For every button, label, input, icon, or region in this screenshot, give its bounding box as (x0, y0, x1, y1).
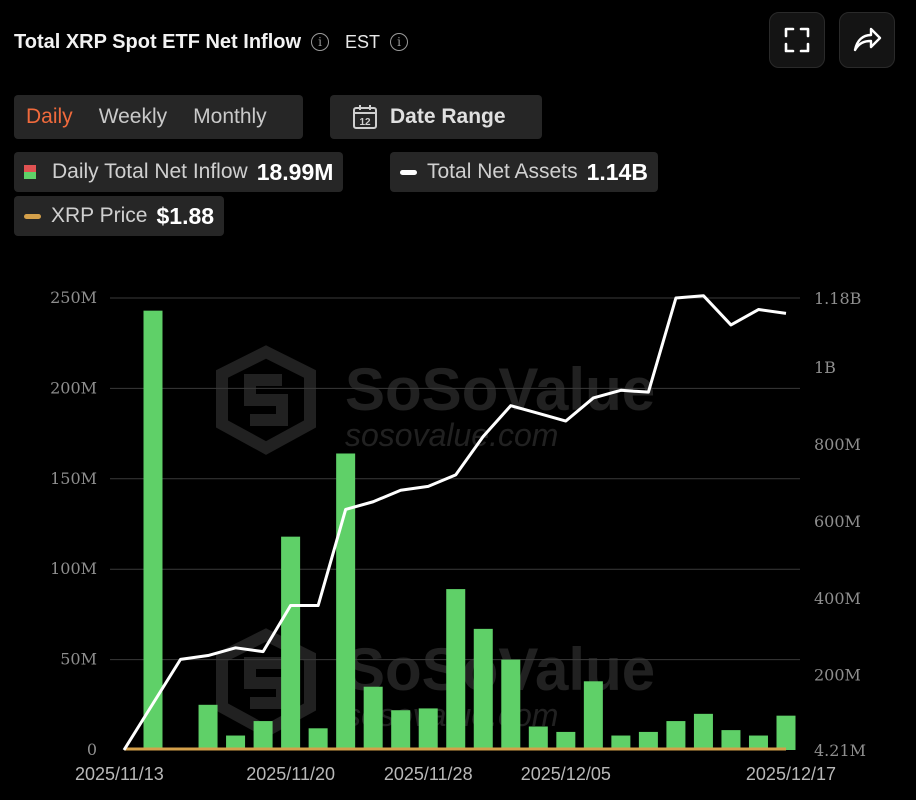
inflow-bar (748, 735, 768, 750)
watermark-top: SoSoValue sosovalue.com (216, 345, 655, 455)
line-swatch-icon (24, 213, 41, 219)
period-tabs: Daily Weekly Monthly (14, 95, 303, 139)
left-tick-label: 200M (50, 378, 97, 397)
left-tick-label: 0 (87, 740, 97, 759)
tab-daily[interactable]: Daily (26, 105, 73, 128)
watermark-site: sosovalue.com (345, 417, 558, 453)
x-tick-label: 2025/12/05 (521, 764, 611, 784)
right-tick-label: 4.21M (814, 741, 866, 760)
inflow-bar (501, 659, 521, 750)
inflow-bar (336, 453, 356, 750)
right-tick-label: 400M (814, 589, 861, 608)
legend-daily-net-inflow[interactable]: Daily Total Net Inflow 18.99M (14, 152, 344, 192)
watermark-logo-icon (216, 345, 316, 455)
date-range-button[interactable]: 12 Date Range (330, 95, 542, 139)
chart-header: Total XRP Spot ETF Net Inflow i EST i (14, 26, 409, 58)
total-net-assets-line (122, 294, 787, 751)
inflow-bar (721, 730, 741, 750)
inflow-bar (583, 681, 603, 750)
inflow-bar (143, 310, 163, 750)
timezone-label: EST (345, 31, 381, 52)
svg-text:12: 12 (359, 117, 371, 128)
share-button[interactable] (839, 12, 895, 68)
x-tick-label: 2025/12/17 (746, 764, 836, 784)
inflow-bar (418, 708, 438, 750)
inflow-bar (198, 704, 218, 750)
legend-name: Total Net Assets (427, 160, 578, 183)
inflow-bar (363, 686, 383, 750)
inflow-bar (528, 726, 548, 750)
left-tick-label: 50M (60, 650, 97, 669)
info-icon[interactable]: i (311, 33, 330, 51)
left-axis: 0 50M 100M 150M 200M 250M (50, 288, 97, 759)
legend-name: Daily Total Net Inflow (52, 160, 248, 183)
inflow-bar (776, 715, 796, 750)
inflow-bar (666, 721, 686, 750)
inflow-bar (253, 721, 273, 750)
right-axis: 4.21M 200M 400M 600M 800M 1B 1.18B (814, 289, 866, 760)
left-tick-label: 100M (50, 559, 97, 578)
inflow-bar (611, 735, 631, 750)
calendar-icon: 12 (353, 105, 377, 129)
timezone-info-icon[interactable]: i (390, 33, 409, 51)
inflow-bar (446, 589, 466, 750)
inflow-bar (391, 710, 411, 750)
share-arrow-icon (853, 27, 882, 52)
legend-value: $1.88 (156, 202, 215, 229)
legend-value: 18.99M (256, 158, 334, 185)
x-tick-label: 2025/11/13 (75, 764, 164, 784)
assets-line-group (122, 294, 787, 751)
inflow-bar (693, 713, 713, 750)
bar-swatch-icon (24, 165, 36, 179)
legend-value: 1.14B (586, 158, 648, 185)
inflow-bar (473, 628, 493, 750)
tab-monthly[interactable]: Monthly (193, 105, 267, 128)
inflow-bar (556, 731, 576, 750)
fullscreen-button[interactable] (769, 12, 825, 68)
inflow-bar (281, 536, 301, 750)
watermark-brand: SoSoValue (345, 636, 655, 703)
tab-weekly[interactable]: Weekly (98, 105, 168, 128)
right-tick-label: 1B (814, 358, 836, 377)
right-tick-label: 200M (814, 666, 861, 685)
fullscreen-icon (784, 27, 810, 53)
watermark-brand: SoSoValue (345, 356, 655, 423)
legend-xrp-price[interactable]: XRP Price $1.88 (14, 196, 225, 236)
x-tick-label: 2025/11/20 (246, 764, 335, 784)
inflow-bar (638, 731, 658, 750)
left-tick-label: 250M (50, 288, 97, 307)
x-tick-label: 2025/11/28 (384, 764, 473, 784)
date-range-label: Date Range (390, 105, 506, 128)
line-swatch-icon (400, 169, 417, 175)
legend-total-net-assets[interactable]: Total Net Assets 1.14B (390, 152, 658, 192)
left-tick-label: 150M (50, 469, 97, 488)
chart-title: Total XRP Spot ETF Net Inflow (14, 30, 302, 53)
x-axis: 2025/11/13 2025/11/20 2025/11/28 2025/12/05… (75, 764, 836, 784)
right-tick-label: 800M (814, 435, 861, 454)
legend-name: XRP Price (51, 204, 148, 227)
inflow-bar (226, 735, 246, 750)
right-tick-label: 1.18B (814, 289, 861, 308)
right-tick-label: 600M (814, 512, 861, 531)
inflow-bar (308, 728, 328, 750)
